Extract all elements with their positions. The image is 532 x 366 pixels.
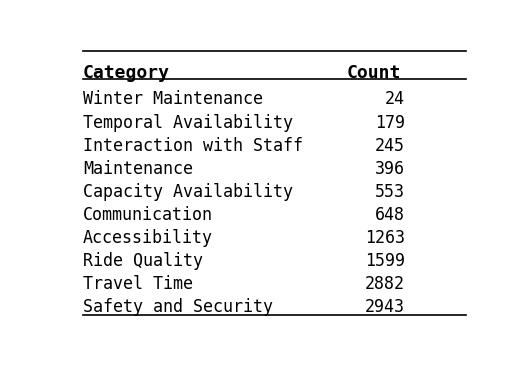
- Text: 1263: 1263: [364, 229, 404, 247]
- Text: Travel Time: Travel Time: [83, 275, 193, 293]
- Text: 648: 648: [375, 206, 404, 224]
- Text: Capacity Availability: Capacity Availability: [83, 183, 293, 201]
- Text: Count: Count: [347, 64, 401, 82]
- Text: Communication: Communication: [83, 206, 213, 224]
- Text: Temporal Availability: Temporal Availability: [83, 113, 293, 131]
- Text: Maintenance: Maintenance: [83, 160, 193, 178]
- Text: 179: 179: [375, 113, 404, 131]
- Text: Accessibility: Accessibility: [83, 229, 213, 247]
- Text: 2943: 2943: [364, 298, 404, 316]
- Text: Interaction with Staff: Interaction with Staff: [83, 137, 303, 155]
- Text: 553: 553: [375, 183, 404, 201]
- Text: Winter Maintenance: Winter Maintenance: [83, 90, 263, 108]
- Text: Category: Category: [83, 64, 170, 82]
- Text: 2882: 2882: [364, 275, 404, 293]
- Text: Safety and Security: Safety and Security: [83, 298, 273, 316]
- Text: 24: 24: [385, 90, 404, 108]
- Text: 396: 396: [375, 160, 404, 178]
- Text: 1599: 1599: [364, 252, 404, 270]
- Text: 245: 245: [375, 137, 404, 155]
- Text: Ride Quality: Ride Quality: [83, 252, 203, 270]
